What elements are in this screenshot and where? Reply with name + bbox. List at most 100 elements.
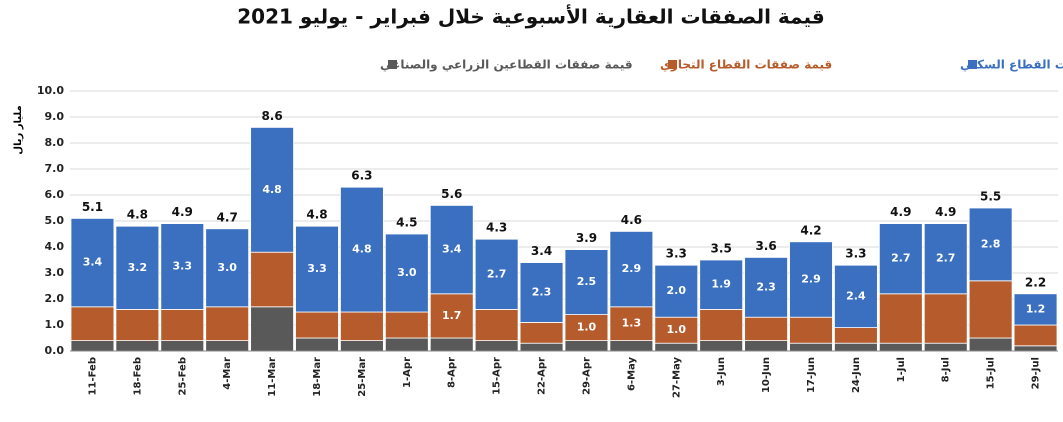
total-label: 4.6 (621, 213, 642, 227)
total-label: 4.9 (935, 205, 956, 219)
y-tick-label: 7.0 (45, 162, 65, 175)
bar-segment (115, 340, 160, 352)
total-label: 2.2 (1025, 275, 1046, 289)
bar-segment (744, 340, 788, 352)
bar-segment (519, 321, 564, 344)
bar-segment (205, 228, 250, 308)
y-tick-label: 4.0 (45, 240, 65, 253)
data-label: 4.8 (262, 183, 282, 196)
y-tick-label: 8.0 (45, 136, 65, 149)
bar-segment (968, 280, 1013, 339)
total-label: 4.3 (486, 221, 507, 235)
x-tick-label: 10-Jun (761, 357, 772, 393)
bar-segment (1013, 345, 1058, 352)
data-label: 2.7 (936, 252, 956, 265)
bar-segment (429, 337, 474, 352)
bar-segment (115, 225, 160, 310)
bar-segment (160, 308, 205, 341)
total-label: 5.5 (980, 190, 1001, 204)
data-label: 2.9 (801, 273, 821, 286)
x-tick-label: 18-Mar (312, 357, 323, 397)
data-label: 3.4 (83, 256, 103, 269)
bar-segment (923, 293, 968, 344)
bar-segment (519, 262, 564, 323)
bar-segment (609, 306, 654, 341)
y-tick-label: 2.0 (45, 292, 65, 305)
total-label: 8.6 (261, 109, 282, 123)
total-label: 6.3 (351, 169, 372, 183)
data-label: 2.0 (667, 284, 687, 297)
bar-segment (295, 225, 339, 313)
bar-segment (384, 233, 429, 313)
data-label: 4.8 (352, 243, 372, 256)
y-tick-label: 9.0 (45, 110, 65, 123)
data-label: 3.3 (307, 262, 327, 275)
bar-segment (70, 340, 115, 352)
x-tick-label: 15-Apr (492, 357, 503, 395)
bar-segment (429, 204, 474, 295)
bar-segment (115, 308, 160, 341)
x-tick-label: 3-Jun (716, 357, 727, 386)
bar-segment (878, 293, 923, 344)
data-label: 1.7 (442, 309, 462, 322)
chart-title: قيمة الصفقات العقارية الأسبوعية خلال فبر… (237, 4, 824, 29)
total-label: 4.5 (396, 216, 417, 230)
legend-swatch (968, 60, 977, 69)
bar-segment (340, 311, 384, 342)
bar-segment (789, 241, 833, 318)
y-tick-label: 6.0 (45, 188, 65, 201)
bar-segment (878, 223, 923, 295)
bar-segment (384, 311, 429, 339)
bar-segment (1013, 324, 1058, 347)
bar-segment (744, 316, 788, 342)
bar-segment (295, 311, 339, 339)
x-tick-label: 15-Jul (986, 357, 997, 389)
x-tick-label: 11-Mar (267, 357, 278, 397)
total-label: 4.8 (127, 208, 148, 222)
legend-swatch (388, 60, 397, 69)
bar-segment (834, 327, 878, 344)
bar-segment (340, 340, 384, 352)
data-label: 3.0 (397, 266, 417, 279)
bar-segment (699, 308, 744, 341)
total-label: 3.3 (845, 247, 866, 261)
bar-segment (205, 306, 250, 341)
x-tick-label: 17-Jun (806, 357, 817, 393)
total-label: 3.5 (711, 242, 732, 256)
x-tick-label: 1-Jul (896, 357, 907, 382)
x-tick-label: 8-Apr (447, 357, 458, 388)
data-label: 1.2 (1026, 302, 1046, 315)
data-label: 2.8 (981, 237, 1001, 250)
bar-segment (205, 340, 250, 352)
total-label: 4.7 (217, 210, 238, 224)
y-tick-label: 3.0 (45, 266, 65, 279)
data-label: 1.0 (577, 321, 597, 334)
x-tick-label: 27-May (671, 357, 682, 398)
bar-segment (968, 207, 1013, 282)
bar-segment (384, 337, 429, 352)
legend-label: قيمة صفقات القطاع السكني (960, 58, 1063, 72)
x-tick-label: 24-Jun (851, 357, 862, 393)
total-label: 5.6 (441, 187, 462, 201)
bar-segment (474, 238, 519, 310)
total-label: 3.9 (576, 231, 597, 245)
bar-segment (564, 314, 609, 342)
bar-segment (834, 264, 878, 329)
x-tick-label: 18-Feb (132, 357, 143, 395)
bar-segment (699, 340, 744, 352)
bar-segment (1013, 293, 1058, 326)
bar-segment (295, 337, 339, 352)
data-label: 1.9 (711, 278, 731, 291)
data-label: 2.9 (622, 262, 642, 275)
total-label: 3.6 (755, 239, 776, 253)
y-axis-label: مليار ريال (13, 105, 24, 154)
bar-segment (744, 256, 788, 318)
data-label: 2.4 (846, 289, 866, 302)
x-tick-label: 25-Mar (357, 357, 368, 397)
legend-swatch (668, 60, 677, 69)
data-label: 2.3 (756, 280, 776, 293)
data-label: 3.2 (128, 261, 148, 274)
bar-segment (250, 306, 294, 352)
data-label: 2.5 (577, 275, 597, 288)
